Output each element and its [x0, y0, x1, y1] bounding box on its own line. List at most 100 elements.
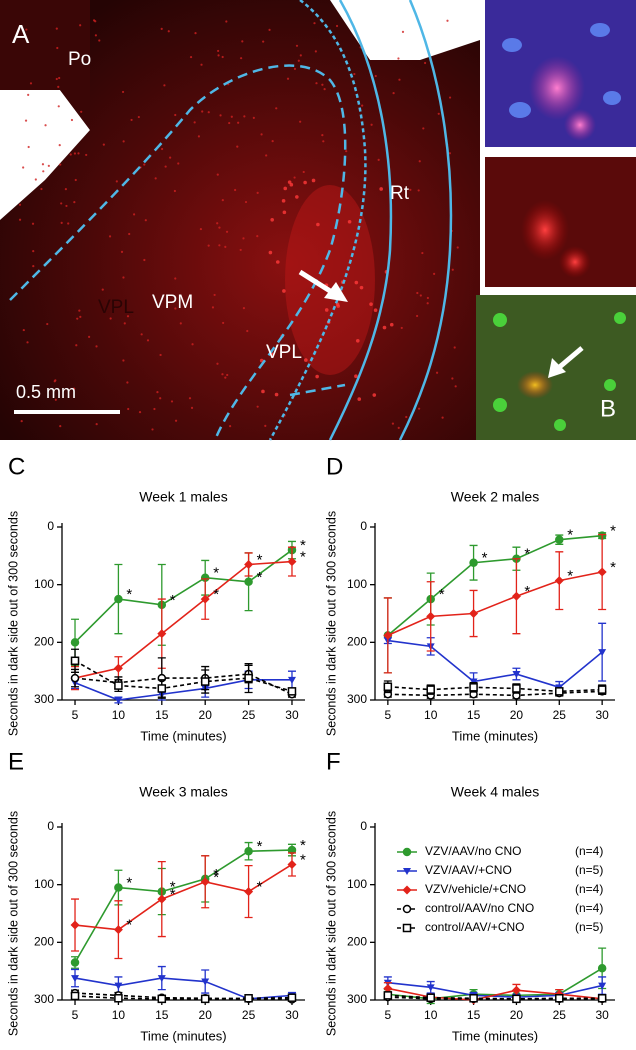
cell-dot — [60, 221, 63, 224]
x-tick-label: 10 — [424, 708, 438, 722]
cell-dot — [55, 77, 58, 81]
series-line — [74, 660, 293, 693]
cell-dot — [144, 219, 147, 222]
marker — [383, 983, 393, 993]
marker — [469, 678, 478, 686]
cell-dot — [193, 121, 196, 124]
tissue-dark — [0, 0, 90, 130]
cell-dot — [128, 232, 131, 236]
cell-dot — [282, 210, 287, 215]
nucleus — [509, 102, 531, 118]
marker — [201, 978, 210, 986]
panel-letter: B — [600, 395, 616, 422]
cell — [604, 379, 616, 391]
marker — [244, 994, 253, 1003]
series-line — [387, 571, 603, 637]
cell-dot — [354, 374, 358, 378]
significance-star: * — [300, 837, 306, 854]
cell-dot — [109, 317, 112, 320]
cell-dot — [239, 248, 242, 252]
marker — [157, 994, 167, 1004]
cell-dot — [122, 140, 125, 143]
cell-dot — [241, 40, 244, 43]
cell-dot — [222, 321, 225, 325]
marker — [287, 676, 296, 684]
marker — [598, 649, 607, 657]
cell-dot — [314, 50, 317, 53]
cell-dot — [264, 424, 267, 427]
series-line — [74, 849, 293, 963]
cell-dot — [295, 195, 299, 199]
significance-star: * — [257, 838, 263, 855]
y-tick-label: 0 — [47, 519, 54, 533]
significance-star: * — [300, 851, 306, 868]
cell-dot — [286, 77, 290, 80]
cell-dot — [126, 315, 130, 318]
cell-dot — [448, 96, 452, 99]
cell-dot — [299, 120, 302, 123]
y-axis-label: Seconds in dark side out of 300 seconds — [324, 811, 338, 1036]
cell-dot — [54, 398, 57, 401]
cell-dot — [262, 40, 265, 43]
marker — [114, 594, 123, 604]
series-line — [74, 679, 292, 701]
cell-dot — [392, 92, 395, 95]
cell-dot — [156, 391, 159, 394]
cell-dot — [391, 422, 395, 425]
cell-dot — [76, 317, 79, 320]
cell-dot — [95, 423, 98, 426]
cell-dot — [59, 425, 62, 428]
region-label: VPL — [266, 342, 302, 363]
y-tick-label: 100 — [347, 577, 367, 591]
cell-dot — [22, 166, 25, 169]
chart-title: Week 4 males — [451, 784, 539, 800]
cell-dot — [377, 158, 380, 161]
x-tick-label: 5 — [385, 1008, 392, 1022]
marker — [114, 697, 123, 704]
cell-dot — [315, 374, 319, 379]
x-tick-label: 20 — [199, 1008, 213, 1022]
x-tick-label: 5 — [385, 708, 392, 722]
cell-dot — [146, 339, 150, 342]
marker — [114, 883, 123, 892]
marker — [70, 673, 80, 683]
cell-dot — [418, 160, 421, 163]
cell-dot — [454, 385, 457, 388]
cell-dot — [115, 180, 118, 183]
cell-dot — [256, 191, 259, 194]
cell-dot — [122, 276, 125, 279]
cell-dot — [161, 147, 164, 151]
significance-star: * — [300, 537, 306, 554]
marker — [287, 993, 297, 1002]
marker — [555, 535, 564, 544]
cell-dot — [382, 325, 387, 330]
cell-dot — [322, 140, 325, 143]
cell-dot — [130, 118, 133, 122]
cell-dot — [415, 314, 419, 318]
cell-dot — [179, 322, 182, 325]
legend-n: (n=4) — [575, 882, 603, 896]
cell-dot — [169, 156, 172, 159]
cell-dot — [213, 293, 216, 297]
cell-dot — [120, 250, 124, 253]
legend-label: control/AAV/+CNO — [425, 920, 524, 934]
cell-dot — [67, 222, 70, 225]
cell-dot — [194, 31, 197, 35]
cell-dot — [417, 189, 420, 192]
cell-dot — [94, 34, 98, 37]
cell-dot — [127, 407, 130, 411]
significance-star: * — [482, 550, 488, 567]
cell-dot — [26, 341, 29, 344]
cell-dot — [27, 93, 30, 96]
y-tick-label: 0 — [360, 519, 367, 533]
marker — [555, 994, 564, 1003]
y-tick-label: 300 — [347, 992, 367, 1006]
cell-dot — [197, 135, 201, 138]
significance-star: * — [567, 527, 573, 544]
series-line — [74, 549, 293, 643]
marker — [113, 663, 123, 673]
y-tick-label: 0 — [47, 819, 54, 833]
cell-dot — [32, 265, 35, 268]
legend-n: (n=4) — [575, 901, 603, 915]
